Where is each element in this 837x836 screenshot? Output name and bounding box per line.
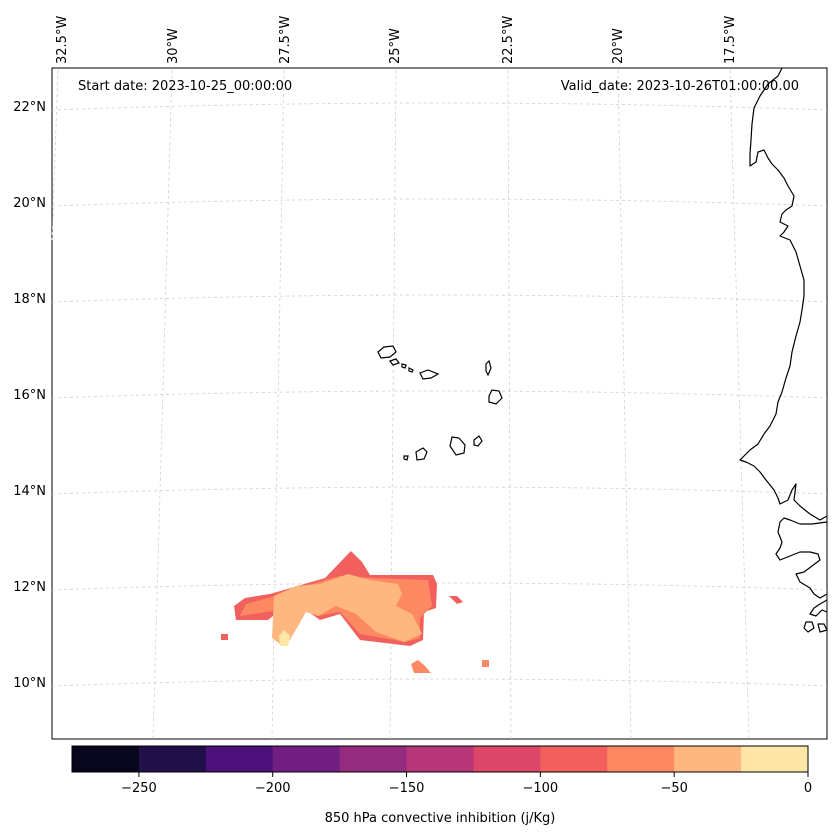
- colorbar-swatch: [540, 746, 608, 772]
- colorbar-swatch: [607, 746, 675, 772]
- lon-labels: 32.5°W 30°W 27.5°W 25°W 22.5°W 20°W 17.5…: [55, 16, 738, 64]
- cin-field-patch-west: [221, 634, 228, 640]
- cin-field-weak: [272, 574, 422, 644]
- lat-labels: 22°N 20°N 18°N 16°N 14°N 12°N 10°N: [13, 100, 46, 691]
- colorbar-swatch: [473, 746, 541, 772]
- lon-label: 32.5°W: [55, 16, 70, 64]
- colorbar-label: 850 hPa convective inhibition (j/Kg): [325, 811, 556, 826]
- lon-label: 25°W: [388, 28, 403, 64]
- cin-field-weakest: [279, 630, 290, 646]
- guinea-bissau-islands: [803, 599, 828, 633]
- lon-label: 27.5°W: [278, 16, 293, 64]
- map-frame: [51, 67, 828, 740]
- lat-label: 12°N: [13, 580, 46, 595]
- colorbar-tick-label: −250: [121, 781, 157, 796]
- valid-date-label: Valid_date: 2023-10-26T01:00:00.00: [561, 79, 799, 94]
- colorbar-tick-label: 0: [804, 781, 812, 796]
- cin-field: [221, 551, 489, 673]
- colorbar-swatch: [741, 746, 809, 772]
- colorbar-swatch: [272, 746, 341, 772]
- lat-label: 20°N: [13, 196, 46, 211]
- africa-coastline-south: [775, 517, 828, 599]
- colorbar-outline: [71, 745, 809, 773]
- lon-label: 17.5°W: [723, 16, 738, 64]
- lat-label: 22°N: [13, 100, 46, 115]
- colorbar-swatch: [674, 746, 742, 772]
- colorbar-swatch: [205, 746, 274, 772]
- colorbar-swatches: [72, 746, 809, 772]
- colorbar-ticks: −250 −200 −150 −100 −50 0: [121, 772, 812, 796]
- colorbar-tick-label: −200: [255, 781, 291, 796]
- lat-label: 18°N: [13, 292, 46, 307]
- colorbar: −250 −200 −150 −100 −50 0 850 hPa convective …: [71, 745, 812, 826]
- africa-coastline: [739, 67, 828, 521]
- colorbar-swatch: [339, 746, 408, 772]
- lat-label: 14°N: [13, 484, 46, 499]
- colorbar-swatch: [406, 746, 474, 772]
- colorbar-tick-label: −50: [660, 781, 687, 796]
- lat-label: 10°N: [13, 676, 46, 691]
- lat-label: 16°N: [13, 388, 46, 403]
- lon-label: 30°W: [166, 28, 181, 64]
- cin-field-patch-east: [449, 596, 463, 604]
- colorbar-tick-label: −100: [523, 781, 559, 796]
- graticule: [51, 69, 828, 740]
- lon-label: 20°W: [611, 28, 626, 64]
- start-date-label: Start date: 2023-10-25_00:00:00: [78, 79, 292, 94]
- cape-verde-islands: [377, 345, 503, 461]
- lon-label: 22.5°W: [501, 16, 516, 64]
- cin-field-patch-southeast: [482, 660, 489, 667]
- colorbar-tick-label: −150: [389, 781, 425, 796]
- cin-field-patch-south: [411, 660, 431, 673]
- colorbar-swatch: [138, 746, 207, 772]
- colorbar-swatch: [72, 746, 140, 772]
